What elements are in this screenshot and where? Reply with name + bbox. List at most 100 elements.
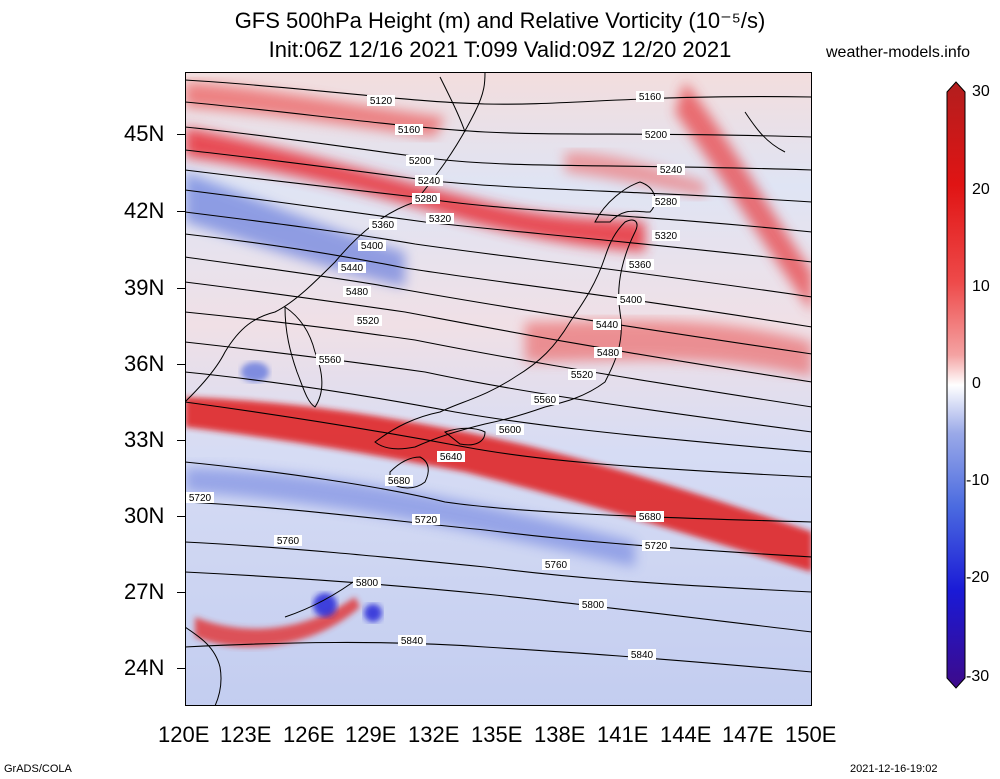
contour-labels: 5120 5160 5200 5240 5280 5320 5360 5400 … xyxy=(186,91,685,661)
contour-label-5640: 5640 xyxy=(437,451,465,463)
lon-label-141e: 141E xyxy=(597,722,649,747)
lat-label-33n: 33N xyxy=(124,427,165,452)
svg-text:5560: 5560 xyxy=(319,355,342,366)
lon-label-150e: 150E xyxy=(785,722,837,747)
svg-text:5800: 5800 xyxy=(582,600,605,611)
colorbar-scale xyxy=(946,81,966,689)
svg-text:5240: 5240 xyxy=(418,176,441,187)
contour-label-5320: 5320 xyxy=(426,213,454,225)
lat-label-30n: 30N xyxy=(124,503,165,528)
lat-label-45n: 45N xyxy=(124,121,165,146)
coastlines xyxy=(185,72,786,706)
contour-label-5600: 5600 xyxy=(496,424,524,436)
svg-text:5440: 5440 xyxy=(596,320,619,331)
svg-text:5480: 5480 xyxy=(346,287,369,298)
vorticity-shading xyxy=(185,82,812,647)
svg-text:5680: 5680 xyxy=(639,512,662,523)
map-title-line2: Init:06Z 12/16 2021 T:099 Valid:09Z 12/2… xyxy=(268,37,732,62)
colorbar-label-neg20: -20 xyxy=(966,569,990,586)
contour-label-5440: 5440 xyxy=(338,262,366,274)
contour-label-5160-east: 5160 xyxy=(636,91,664,103)
svg-text:5440: 5440 xyxy=(341,263,364,274)
contour-label-5200: 5200 xyxy=(406,155,434,167)
map-background xyxy=(185,72,812,706)
lat-label-36n: 36N xyxy=(124,351,165,376)
contour-label-5480-east: 5480 xyxy=(594,347,622,359)
lon-label-132e: 132E xyxy=(408,722,460,747)
contour-label-5840-east: 5840 xyxy=(628,649,656,661)
contour-label-5240: 5240 xyxy=(415,175,443,187)
contour-label-5560-east: 5560 xyxy=(531,394,559,406)
colorbar-label-0: 0 xyxy=(972,375,981,392)
contour-label-5160: 5160 xyxy=(395,124,423,136)
contour-label-5680: 5680 xyxy=(385,475,413,487)
svg-text:5760: 5760 xyxy=(545,560,568,571)
height-contours xyxy=(185,79,812,673)
svg-text:5120: 5120 xyxy=(370,96,393,107)
site-credit: weather-models.info xyxy=(826,44,971,61)
contour-label-5680-east: 5680 xyxy=(636,511,664,523)
svg-text:5240: 5240 xyxy=(660,165,683,176)
contour-label-5720-west: 5720 xyxy=(186,492,214,504)
contour-label-5240-east: 5240 xyxy=(657,164,685,176)
svg-text:5480: 5480 xyxy=(597,348,620,359)
lat-label-24n: 24N xyxy=(124,655,165,680)
contour-label-5360-east: 5360 xyxy=(626,259,654,271)
contour-label-5200-east: 5200 xyxy=(642,129,670,141)
svg-text:5280: 5280 xyxy=(655,197,678,208)
svg-text:5280: 5280 xyxy=(415,194,438,205)
svg-text:5720: 5720 xyxy=(189,493,212,504)
footer-software: GrADS/COLA xyxy=(4,763,72,775)
contour-label-5760: 5760 xyxy=(274,535,302,547)
contour-label-5400: 5400 xyxy=(358,240,386,252)
svg-text:5840: 5840 xyxy=(631,650,654,661)
svg-text:5720: 5720 xyxy=(645,541,668,552)
lat-label-42n: 42N xyxy=(124,198,165,223)
svg-text:5840: 5840 xyxy=(401,636,424,647)
map-frame xyxy=(185,72,812,706)
lat-label-39n: 39N xyxy=(124,275,165,300)
vorticity-map: 5120 5160 5200 5240 5280 5320 5360 5400 … xyxy=(185,72,812,706)
map-title-line1: GFS 500hPa Height (m) and Relative Vorti… xyxy=(234,8,766,33)
svg-text:5360: 5360 xyxy=(629,260,652,271)
colorbar-label-neg10: -10 xyxy=(966,472,990,489)
svg-text:5560: 5560 xyxy=(534,395,557,406)
lon-label-126e: 126E xyxy=(283,722,335,747)
contour-label-5120: 5120 xyxy=(367,95,395,107)
contour-label-5480: 5480 xyxy=(343,286,371,298)
lon-label-144e: 144E xyxy=(660,722,712,747)
svg-text:5520: 5520 xyxy=(357,316,380,327)
colorbar-label-20: 20 xyxy=(972,181,990,198)
colorbar xyxy=(946,81,966,689)
lon-label-120e: 120E xyxy=(158,722,210,747)
svg-text:5200: 5200 xyxy=(409,156,432,167)
contour-label-5560: 5560 xyxy=(316,354,344,366)
svg-text:5520: 5520 xyxy=(571,370,594,381)
contour-label-5280-east: 5280 xyxy=(652,196,680,208)
contour-label-5520-east: 5520 xyxy=(568,369,596,381)
contour-label-5720: 5720 xyxy=(412,514,440,526)
colorbar-label-neg30: -30 xyxy=(966,668,990,685)
svg-text:5640: 5640 xyxy=(440,452,463,463)
svg-text:5600: 5600 xyxy=(499,425,522,436)
lon-label-138e: 138E xyxy=(534,722,586,747)
svg-text:5320: 5320 xyxy=(429,214,452,225)
svg-text:5400: 5400 xyxy=(361,241,384,252)
colorbar-label-10: 10 xyxy=(972,278,990,295)
lon-label-135e: 135E xyxy=(471,722,523,747)
colorbar-label-30: 30 xyxy=(972,83,990,100)
svg-text:5200: 5200 xyxy=(645,130,668,141)
contour-label-5800-east: 5800 xyxy=(579,599,607,611)
lon-label-147e: 147E xyxy=(722,722,774,747)
svg-text:5760: 5760 xyxy=(277,536,300,547)
svg-text:5360: 5360 xyxy=(372,220,395,231)
contour-label-5400-east: 5400 xyxy=(617,294,645,306)
lat-tick-marks xyxy=(177,72,185,706)
svg-text:5720: 5720 xyxy=(415,515,438,526)
contour-label-5520: 5520 xyxy=(354,315,382,327)
svg-text:5680: 5680 xyxy=(388,476,411,487)
contour-label-5320-east: 5320 xyxy=(652,230,680,242)
svg-text:5160: 5160 xyxy=(398,125,421,136)
footer-timestamp: 2021-12-16-19:02 xyxy=(850,763,938,775)
contour-label-5280: 5280 xyxy=(412,193,440,205)
